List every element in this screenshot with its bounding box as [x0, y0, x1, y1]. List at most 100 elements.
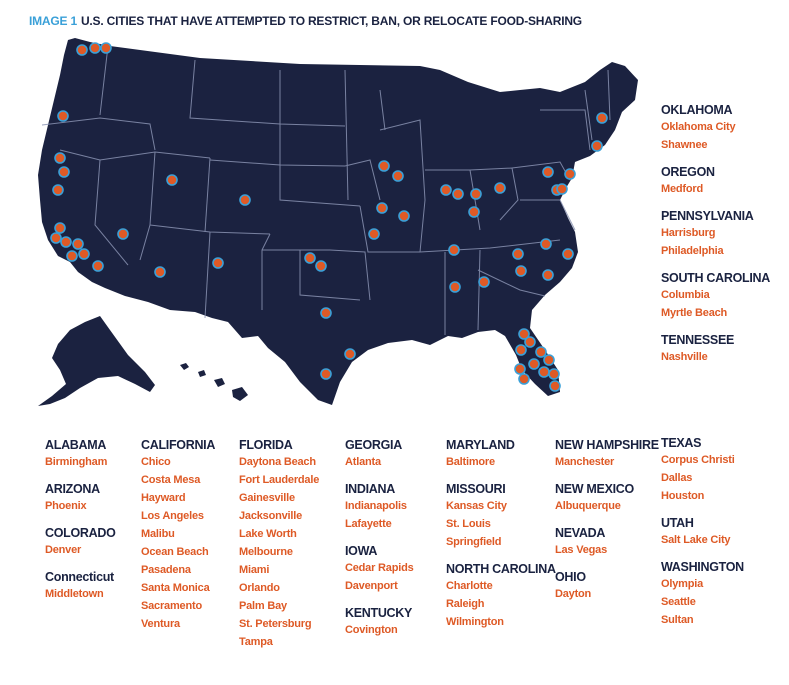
- city-marker: [50, 232, 62, 244]
- state-name: PENNSYLVANIA: [661, 209, 754, 223]
- city-marker: [440, 184, 452, 196]
- state-name: FLORIDA: [239, 438, 293, 452]
- city-name: Palm Bay: [239, 600, 287, 612]
- state-group-kentucky: KENTUCKY Covington: [345, 605, 475, 639]
- city-name: Seattle: [661, 596, 696, 608]
- city-name: Baltimore: [446, 456, 495, 468]
- city-marker: [320, 307, 332, 319]
- city-marker: [166, 174, 178, 186]
- state-name: OHIO: [555, 570, 586, 584]
- city-name: Orlando: [239, 582, 280, 594]
- state-name: CALIFORNIA: [141, 438, 216, 452]
- city-name: Lake Worth: [239, 528, 297, 540]
- state-group-texas: TEXAS Corpus Christi Dallas Houston: [661, 435, 789, 505]
- city-marker: [556, 183, 568, 195]
- city-name: Myrtle Beach: [661, 307, 728, 319]
- city-marker: [58, 166, 70, 178]
- city-marker: [92, 260, 104, 272]
- city-name: Phoenix: [45, 500, 87, 512]
- state-group-pennsylvania: PENNSYLVANIA Harrisburg Philadelphia: [661, 208, 789, 260]
- city-marker: [57, 110, 69, 122]
- city-marker: [478, 276, 490, 288]
- city-marker: [100, 42, 112, 54]
- state-name: TENNESSEE: [661, 333, 735, 347]
- city-name: Miami: [239, 564, 270, 576]
- city-name: Shawnee: [661, 139, 708, 151]
- city-marker: [52, 184, 64, 196]
- city-marker: [376, 202, 388, 214]
- legend-column-3: FLORIDA Daytona Beach Fort Lauderdale Gaine…: [239, 437, 369, 661]
- city-name: Los Angeles: [141, 510, 204, 522]
- state-group-new-hampshire: NEW HAMPSHIRE Manchester: [555, 437, 685, 471]
- city-name: Atlanta: [345, 456, 381, 468]
- city-name: Oklahoma City: [661, 121, 736, 133]
- city-marker: [448, 244, 460, 256]
- state-group-utah: UTAH Salt Lake City: [661, 515, 789, 549]
- city-name: Corpus Christi: [661, 454, 735, 466]
- map-title: IMAGE 1 U.S. CITIES THAT HAVE ATTEMPTED T…: [29, 14, 582, 28]
- city-name: Middletown: [45, 588, 104, 600]
- city-name: Ventura: [141, 618, 180, 630]
- city-name: Medford: [661, 183, 703, 195]
- city-marker: [591, 140, 603, 152]
- city-name: Covington: [345, 624, 398, 636]
- city-marker: [524, 336, 536, 348]
- legend-column-4: GEORGIA Atlanta INDIANA Indianapolis Lafayet…: [345, 437, 475, 649]
- city-marker: [549, 380, 561, 392]
- city-name: Charlotte: [446, 580, 493, 592]
- city-name: Kansas City: [446, 500, 507, 512]
- state-name: NEW HAMPSHIRE: [555, 438, 659, 452]
- city-name: Melbourne: [239, 546, 293, 558]
- city-marker: [76, 44, 88, 56]
- city-name: Santa Monica: [141, 582, 210, 594]
- city-marker: [315, 260, 327, 272]
- city-marker: [564, 168, 576, 180]
- city-marker: [344, 348, 356, 360]
- city-marker: [378, 160, 390, 172]
- state-name: GEORGIA: [345, 438, 402, 452]
- city-marker: [562, 248, 574, 260]
- state-name: ALABAMA: [45, 438, 107, 452]
- city-marker: [515, 344, 527, 356]
- city-name: Pasadena: [141, 564, 191, 576]
- state-name: MISSOURI: [446, 482, 506, 496]
- state-group-new-mexico: NEW MEXICO Albuquerque: [555, 481, 685, 515]
- state-name: NORTH CAROLINA: [446, 562, 556, 576]
- city-name: Jacksonville: [239, 510, 303, 522]
- state-group-north-carolina: NORTH CAROLINA Charlotte Raleigh Wilmington: [446, 561, 576, 631]
- city-name: Birmingham: [45, 456, 108, 468]
- state-name: Connecticut: [45, 570, 114, 584]
- city-marker: [66, 250, 78, 262]
- state-name: NEVADA: [555, 526, 606, 540]
- city-marker: [452, 188, 464, 200]
- state-name: INDIANA: [345, 482, 395, 496]
- city-name: Costa Mesa: [141, 474, 201, 486]
- city-name: Springfield: [446, 536, 502, 548]
- city-name: Malibu: [141, 528, 175, 540]
- state-name: OREGON: [661, 165, 715, 179]
- city-marker: [304, 252, 316, 264]
- city-marker: [514, 363, 526, 375]
- city-name: Albuquerque: [555, 500, 621, 512]
- state-group-iowa: IOWA Cedar Rapids Davenport: [345, 543, 475, 595]
- city-name: Sultan: [661, 614, 694, 626]
- city-name: Houston: [661, 490, 705, 502]
- city-marker: [470, 188, 482, 200]
- state-group-missouri: MISSOURI Kansas City St. Louis Springfield: [446, 481, 576, 551]
- state-name: WASHINGTON: [661, 560, 744, 574]
- city-marker: [449, 281, 461, 293]
- city-markers: [50, 42, 608, 392]
- state-group-georgia: GEORGIA Atlanta: [345, 437, 475, 471]
- legend-column-5: MARYLAND Baltimore MISSOURI Kansas City St. …: [446, 437, 576, 641]
- state-group-washington: WASHINGTON Olympia Seattle Sultan: [661, 559, 789, 629]
- hawaii-islands: [180, 363, 248, 401]
- city-name: Cedar Rapids: [345, 562, 414, 574]
- city-marker: [540, 238, 552, 250]
- city-marker: [368, 228, 380, 240]
- state-group-arizona: ARIZONA Phoenix: [45, 481, 175, 515]
- state-group-alabama: ALABAMA Birmingham: [45, 437, 175, 471]
- state-name: OKLAHOMA: [661, 103, 733, 117]
- state-group-south-carolina: SOUTH CAROLINA Columbia Myrtle Beach: [661, 270, 789, 322]
- state-name: TEXAS: [661, 436, 702, 450]
